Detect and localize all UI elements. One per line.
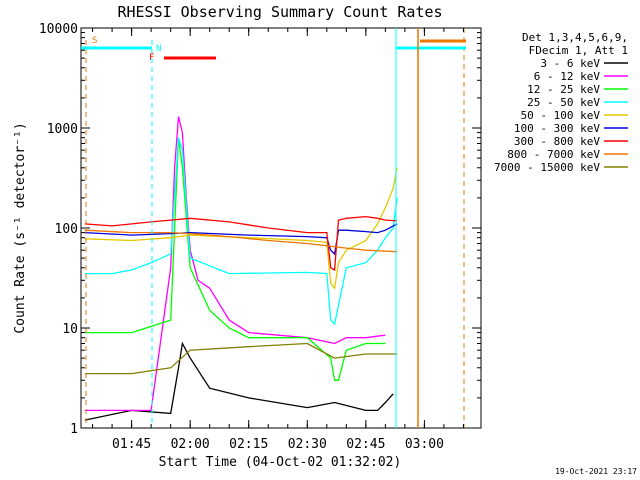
- legend-label-4: 50 - 100 keV: [521, 109, 601, 122]
- x-tick-label-3: 02:30: [288, 437, 327, 452]
- legend-label-1: 6 - 12 keV: [534, 70, 601, 83]
- legend-label-8: 7000 - 15000 keV: [494, 161, 600, 174]
- legend-header-0: Det 1,3,4,5,6,9,: [522, 31, 628, 44]
- annotation-n: N: [156, 44, 161, 54]
- y-tick-label-3: 1000: [47, 122, 78, 137]
- legend-header-1: FDecim 1, Att 1: [529, 44, 628, 57]
- x-tick-label-4: 02:45: [346, 437, 385, 452]
- y-tick-label-4: 10000: [39, 22, 78, 37]
- series-line-2: [84, 137, 386, 381]
- x-tick-label-5: 03:00: [405, 437, 444, 452]
- axis-layer: 01:45 02:00 02:15 02:30 02:45 03:00 1 10 100 1000…: [39, 22, 481, 452]
- legend-label-5: 100 - 300 keV: [514, 122, 600, 135]
- y-axis-label: Count Rate (s⁻¹ detector⁻¹): [13, 122, 28, 333]
- timestamp: 19-Oct-2021 23:17: [555, 467, 637, 476]
- annotation-s: S: [92, 36, 97, 46]
- y-tick-label-0: 1: [70, 422, 78, 437]
- annotation-f: F: [149, 53, 154, 63]
- series-line-6: [84, 215, 398, 272]
- series-line-0: [84, 341, 394, 421]
- x-tick-label-2: 02:15: [229, 437, 268, 452]
- legend-label-0: 3 - 6 keV: [540, 57, 600, 70]
- x-tick-label-1: 02:00: [171, 437, 210, 452]
- series-line-8: [84, 342, 398, 375]
- series-line-1: [84, 116, 386, 412]
- series-line-5: [84, 223, 398, 256]
- legend-label-7: 800 - 7000 keV: [507, 148, 600, 161]
- legend-label-6: 300 - 800 keV: [514, 135, 600, 148]
- series-line-4: [84, 167, 398, 290]
- marker-layer: S NF: [81, 28, 466, 428]
- y-tick-label-2: 100: [55, 222, 78, 237]
- x-axis-label: Start Time (04-Oct-02 01:32:02): [159, 455, 402, 470]
- legend-label-3: 25 - 50 keV: [527, 96, 600, 109]
- legend: Det 1,3,4,5,6,9,FDecim 1, Att 13 - 6 keV…: [494, 31, 628, 174]
- series-line-7: [84, 229, 398, 253]
- chart-title: RHESSI Observing Summary Count Rates: [117, 3, 442, 21]
- series-layer: [84, 116, 398, 421]
- plot-frame: [80, 27, 482, 429]
- x-tick-label-0: 01:45: [112, 437, 151, 452]
- y-tick-label-1: 10: [62, 322, 78, 337]
- legend-label-2: 12 - 25 keV: [527, 83, 600, 96]
